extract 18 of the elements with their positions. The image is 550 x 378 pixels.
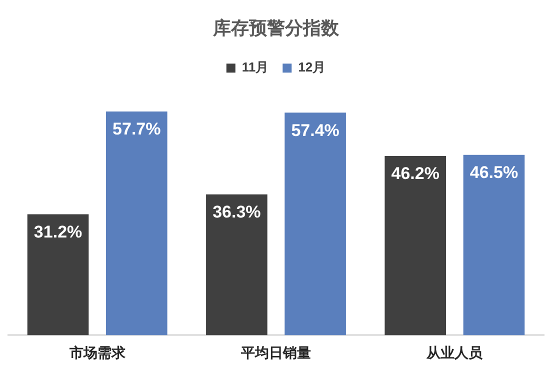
data-label: 46.2% <box>391 164 440 184</box>
bar <box>206 194 268 336</box>
bar <box>27 214 89 336</box>
legend-label: 12月 <box>298 60 326 75</box>
legend-label: 11月 <box>242 60 269 75</box>
x-tick-label: 市场需求 <box>68 344 126 360</box>
bar <box>384 156 446 336</box>
bar <box>463 154 525 336</box>
data-label: 57.7% <box>112 120 161 139</box>
data-label: 31.2% <box>34 222 82 242</box>
x-tick-label: 平均日销量 <box>240 344 311 360</box>
bar <box>106 111 168 336</box>
data-label: 36.3% <box>212 202 261 222</box>
chart-title: 库存预警分指数 <box>212 18 340 38</box>
data-label: 46.5% <box>470 163 518 182</box>
data-label: 57.4% <box>291 120 340 140</box>
x-tick-label: 从业人员 <box>426 344 484 360</box>
bar <box>284 112 346 336</box>
